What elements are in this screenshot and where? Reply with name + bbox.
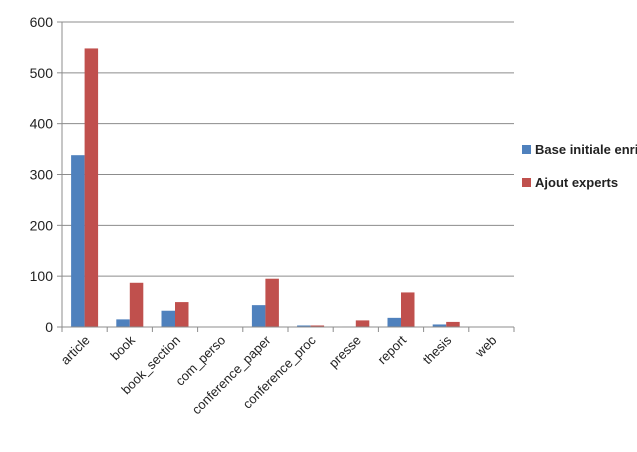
legend-swatch-0 (522, 145, 531, 154)
bar-conference_paper-series-0 (251, 305, 266, 327)
x-category-label: conference_paper (189, 332, 274, 417)
bar-book-series-0 (116, 319, 130, 327)
bar-conference_proc-series-1 (310, 325, 325, 327)
x-category-label: thesis (420, 332, 455, 367)
x-category-label: article (58, 333, 93, 368)
legend-swatch-1 (522, 178, 531, 187)
y-axis-ticks: 0 100 200 300 400 500 600 (30, 14, 62, 335)
bar-conference_paper-series-1 (265, 278, 279, 327)
axes (61, 22, 515, 332)
y-tick-label: 300 (30, 167, 54, 183)
legend: Base initiale enrichie Ajout experts (522, 142, 637, 190)
x-category-label: presse (326, 333, 364, 371)
y-tick-label: 400 (30, 116, 54, 132)
bar-article-series-1 (84, 48, 99, 327)
bar-book_section-series-1 (175, 302, 189, 327)
legend-label-0: Base initiale enrichie (535, 142, 637, 157)
bar-book_section-series-0 (161, 310, 175, 327)
bar-book-series-1 (129, 282, 144, 327)
bars (71, 48, 460, 327)
y-tick-label: 0 (45, 319, 53, 335)
y-tick-label: 500 (30, 65, 54, 81)
bar-thesis-series-0 (432, 324, 447, 327)
bar-report-series-0 (387, 317, 401, 327)
y-tick-label: 200 (30, 217, 54, 233)
bar-thesis-series-1 (446, 321, 460, 327)
bar-conference_proc-series-0 (297, 325, 311, 327)
y-tick-label: 600 (30, 14, 54, 30)
bar-report-series-1 (401, 292, 415, 327)
x-category-label: web (471, 333, 499, 361)
bar-article-series-0 (71, 155, 85, 327)
x-category-label: report (374, 332, 409, 367)
y-tick-label: 100 (30, 268, 54, 284)
legend-label-1: Ajout experts (535, 175, 618, 190)
x-category-label: book (107, 332, 138, 363)
gridlines (62, 21, 514, 277)
bar-presse-series-1 (355, 320, 370, 327)
x-axis-labels: article bookbook_sectioncom_persoconferen… (58, 332, 500, 417)
